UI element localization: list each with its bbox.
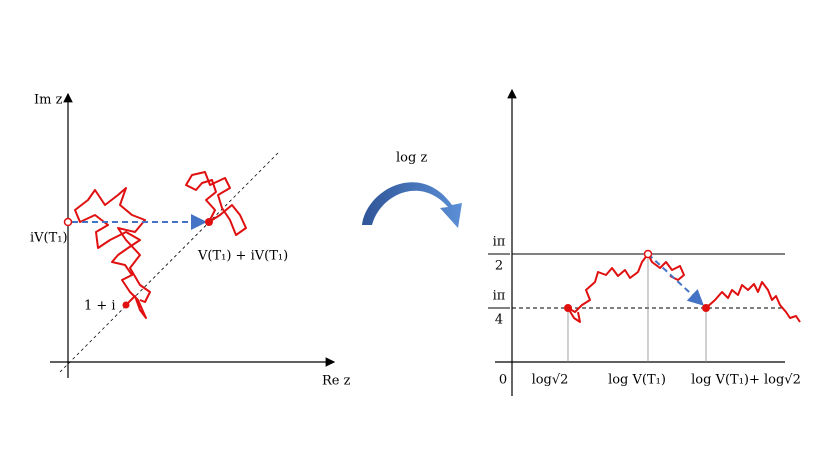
tick-numerator: iπ	[493, 235, 506, 250]
tick-denominator: 2	[495, 259, 503, 274]
shift-arrow	[647, 253, 704, 306]
point-one-plus-i	[122, 301, 130, 309]
x-label: log V(T₁)+ log√2	[691, 373, 801, 388]
end-point	[702, 304, 710, 312]
end-point	[205, 218, 213, 226]
y-axis-label: Im z	[34, 93, 63, 108]
start-point	[63, 217, 73, 227]
map-label: log z	[396, 151, 427, 166]
point	[564, 304, 572, 312]
end-label: V(T₁) + iV(T₁)	[197, 249, 288, 264]
origin-label: 0	[499, 373, 507, 388]
tick-numerator: iπ	[493, 289, 506, 304]
x-label: log√2	[532, 373, 569, 388]
map-arrow	[362, 182, 462, 228]
random-walk	[705, 281, 801, 323]
point-label: 1 + i	[84, 299, 116, 314]
right-plane: iπ 2 iπ 4 0 log√2 log V(T₁) log V(T₁)+ l…	[488, 88, 801, 396]
random-walk	[567, 253, 685, 313]
left-plane: Im z Re z iV(T₁) V(T₁) + iV(T₁) 1 + i	[30, 93, 351, 389]
tick-denominator: 4	[495, 313, 503, 328]
mapping: log z	[362, 151, 462, 228]
x-label: log V(T₁)	[608, 373, 666, 388]
random-walk	[185, 171, 247, 236]
start-point	[643, 249, 653, 259]
random-walk	[74, 187, 151, 319]
start-label: iV(T₁)	[30, 231, 68, 246]
random-walk	[567, 307, 581, 323]
x-axis-label: Re z	[322, 374, 351, 389]
